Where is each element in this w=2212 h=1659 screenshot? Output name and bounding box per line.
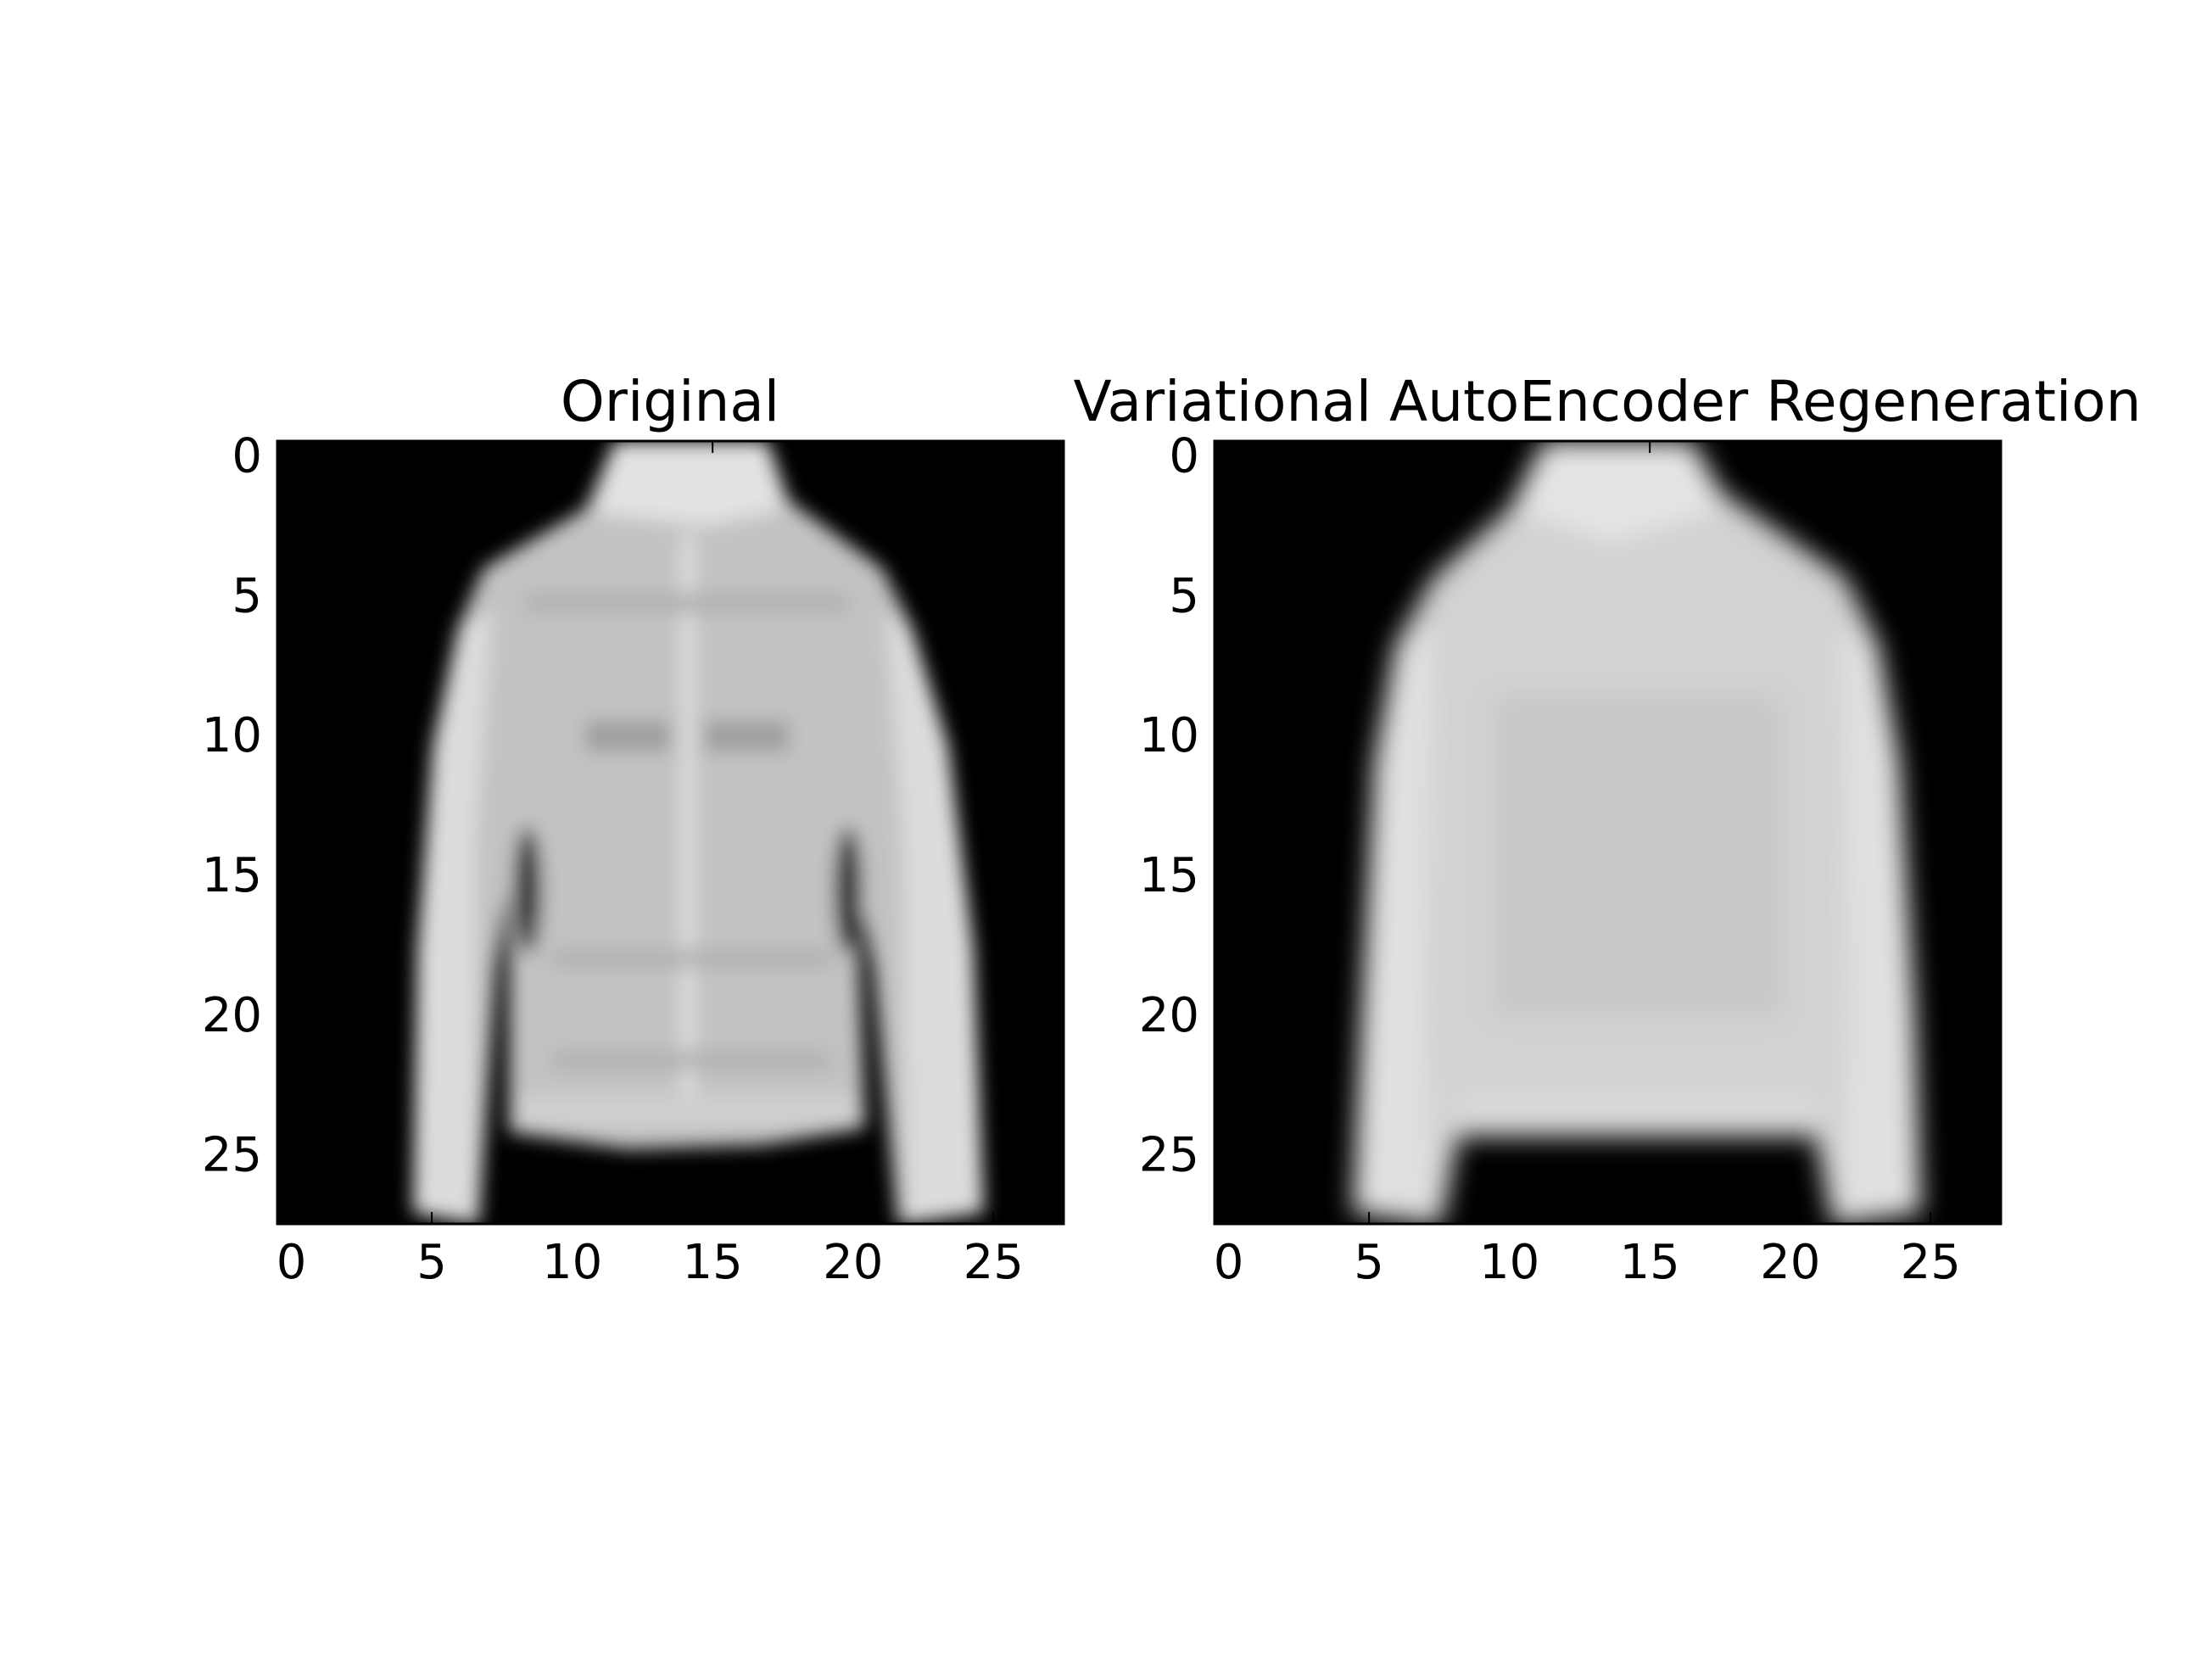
axes-frame-original bbox=[276, 439, 1065, 1226]
x-tick-label: 25 bbox=[964, 1235, 1024, 1290]
x-tick-label: 0 bbox=[276, 1235, 307, 1290]
quilt-band-3-original bbox=[526, 594, 848, 612]
quilt-band-5-original bbox=[551, 1052, 831, 1069]
left-sleeve-original bbox=[413, 611, 492, 1224]
y-tick-label: 10 bbox=[1139, 708, 1199, 763]
chart-title-vae: Variational AutoEncoder Regeneration bbox=[1073, 369, 2141, 434]
hem-original bbox=[517, 1094, 857, 1128]
heatmap-image-vae bbox=[1353, 441, 1921, 1224]
collar-original bbox=[594, 441, 785, 526]
hem-vae bbox=[1459, 1094, 1815, 1132]
axes-frame-vae bbox=[1213, 439, 2003, 1226]
x-tick-label: 20 bbox=[823, 1235, 883, 1290]
x-tick-label: 15 bbox=[683, 1235, 743, 1290]
quilt-band-1-original bbox=[585, 721, 670, 751]
y-tick-label: 0 bbox=[232, 428, 262, 483]
x-tick-label: 20 bbox=[1760, 1235, 1820, 1290]
heatmap-image-original bbox=[413, 441, 984, 1224]
quilt-band-2-original bbox=[704, 721, 789, 751]
chart-title-original: Original bbox=[561, 369, 779, 434]
y-tick-label: 0 bbox=[1169, 428, 1199, 483]
right-sleeve-original bbox=[886, 611, 982, 1224]
x-ticks-vae: 0 5 10 15 20 25 bbox=[1214, 441, 1961, 1290]
right-sleeve-vae bbox=[1841, 628, 1921, 1224]
y-tick-label: 25 bbox=[1139, 1128, 1199, 1183]
y-tick-label: 20 bbox=[202, 988, 262, 1043]
y-tick-label: 10 bbox=[202, 708, 262, 763]
right-armhole-gap-original bbox=[835, 827, 862, 954]
x-ticks-original: 0 5 10 15 20 25 bbox=[276, 441, 1024, 1290]
left-armhole-gap-original bbox=[514, 827, 541, 954]
axes-original: Original bbox=[202, 369, 1065, 1290]
x-tick-label: 0 bbox=[1214, 1235, 1244, 1290]
y-tick-label: 15 bbox=[1139, 848, 1199, 903]
jacket-body-original bbox=[413, 441, 984, 1224]
y-tick-label: 5 bbox=[232, 568, 262, 623]
x-tick-label: 10 bbox=[1479, 1235, 1539, 1290]
axes-vae: Variational AutoEncoder Regeneration 0 5 1… bbox=[1073, 369, 2141, 1290]
x-tick-label: 5 bbox=[1354, 1235, 1384, 1290]
x-tick-label: 10 bbox=[542, 1235, 602, 1290]
left-sleeve-vae bbox=[1353, 628, 1433, 1224]
y-tick-label: 15 bbox=[202, 848, 262, 903]
shoulders-vae bbox=[1510, 441, 1722, 543]
y-ticks-vae: 0 5 10 15 20 25 bbox=[1139, 428, 2001, 1183]
zipper-line-original bbox=[683, 534, 693, 1128]
soft-shading-vae bbox=[1493, 695, 1781, 1018]
y-tick-label: 25 bbox=[202, 1128, 262, 1183]
y-tick-label: 20 bbox=[1139, 988, 1199, 1043]
x-tick-label: 25 bbox=[1901, 1235, 1961, 1290]
x-tick-label: 5 bbox=[416, 1235, 447, 1290]
y-ticks-original: 0 5 10 15 20 25 bbox=[202, 428, 1064, 1183]
y-tick-label: 5 bbox=[1169, 568, 1199, 623]
x-tick-label: 15 bbox=[1620, 1235, 1680, 1290]
quilt-band-4-original bbox=[551, 950, 831, 967]
